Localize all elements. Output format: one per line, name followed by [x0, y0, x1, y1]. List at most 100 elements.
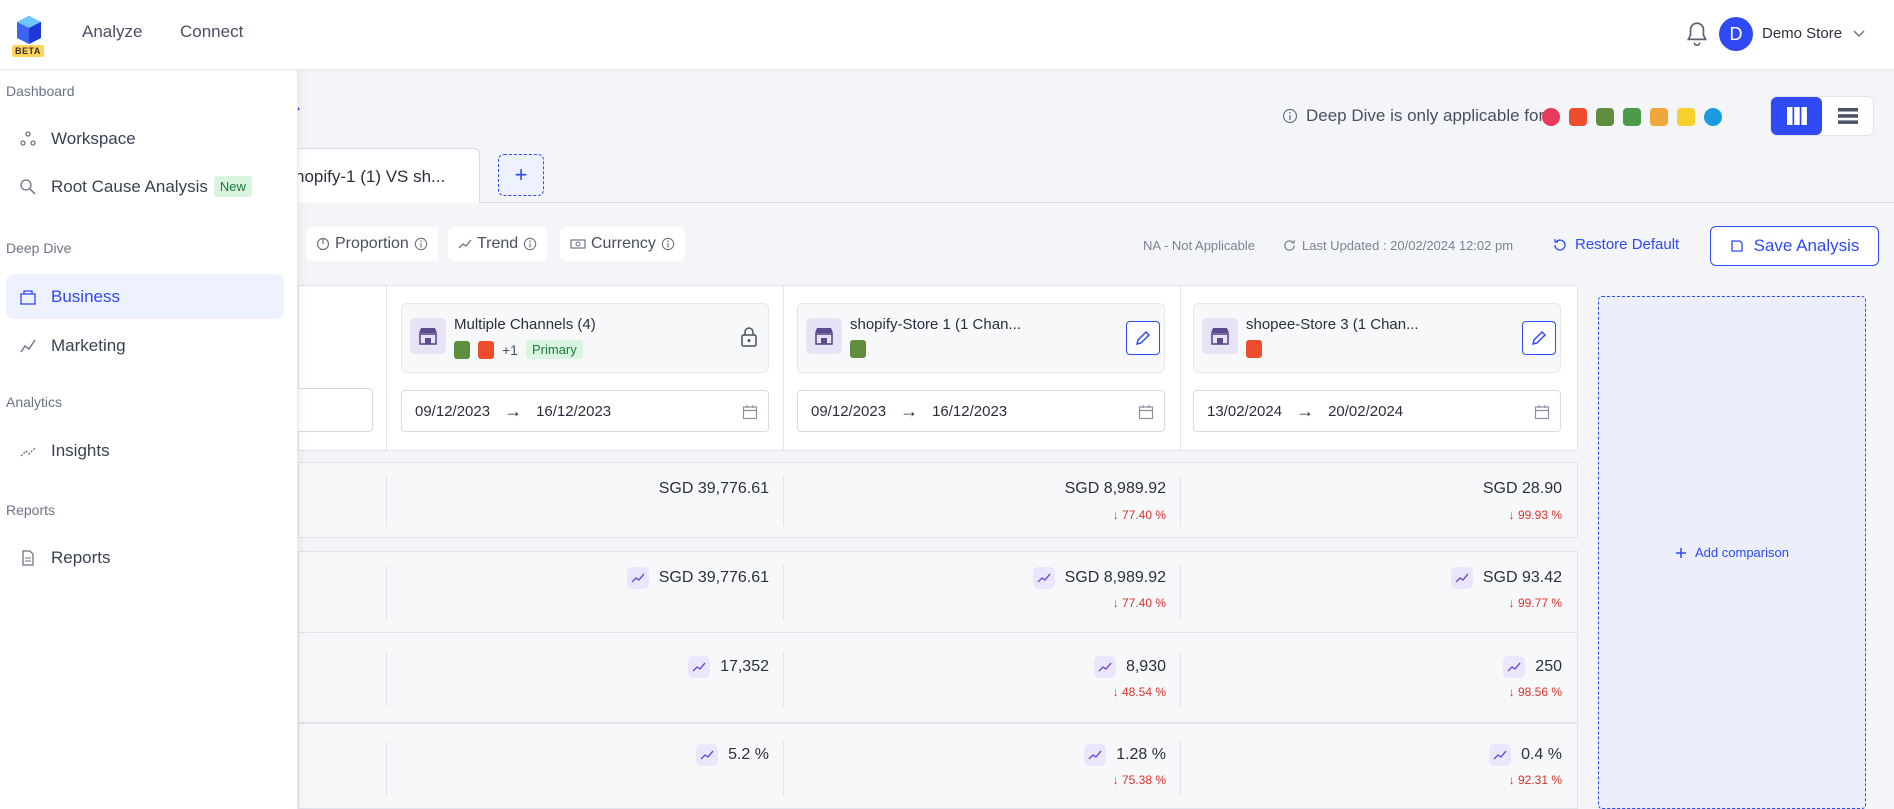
- trend-chart-icon[interactable]: [1093, 656, 1116, 678]
- trend-label: Trend: [477, 235, 519, 252]
- trend-chart-icon[interactable]: [1084, 744, 1107, 766]
- store-selector-label[interactable]: Demo Store: [1762, 25, 1843, 42]
- column-divider: [783, 476, 784, 526]
- metric-row: [298, 723, 1578, 809]
- sidebar-item-insights[interactable]: Insights: [6, 428, 284, 473]
- sidebar-section-deep-dive: Deep Dive: [6, 240, 72, 256]
- metric-value: 5.2 %: [569, 744, 769, 766]
- sidebar-section-dashboard: Dashboard: [6, 83, 75, 99]
- sidebar-item-label: Insights: [51, 440, 110, 460]
- lock-icon: [741, 327, 757, 347]
- metric-row: [298, 633, 1578, 723]
- add-comparison-button[interactable]: Add comparison: [1598, 296, 1866, 809]
- avatar[interactable]: D: [1719, 17, 1753, 51]
- platform-logo-icon: [1650, 108, 1668, 126]
- end-date: 16/12/2023: [932, 402, 1008, 420]
- date-arrow: →: [504, 400, 523, 421]
- save-analysis-button[interactable]: Save Analysis: [1710, 226, 1879, 266]
- date-range-picker[interactable]: 09/12/2023 → 16/12/2023: [797, 390, 1165, 432]
- trend-chart-icon[interactable]: [696, 744, 719, 766]
- row-view-button[interactable]: [1822, 97, 1873, 135]
- end-date: 20/02/2024: [1328, 402, 1404, 420]
- new-badge: New: [213, 176, 252, 197]
- store-icon: [806, 318, 842, 354]
- workspace-icon: [20, 130, 36, 146]
- trend-chart-icon[interactable]: [688, 656, 711, 678]
- column-divider: [386, 652, 387, 707]
- column-divider: [1180, 285, 1181, 451]
- currency-toggle[interactable]: Currency: [560, 227, 685, 261]
- sidebar-item-workspace[interactable]: Workspace: [6, 116, 284, 161]
- info-icon: [1282, 108, 1298, 124]
- sidebar-item-root-cause[interactable]: Root Cause Analysis New: [6, 164, 284, 209]
- metric-value: 250: [1362, 656, 1562, 678]
- column-view-button[interactable]: [1771, 97, 1822, 135]
- column-divider: [1180, 565, 1181, 620]
- store-card-primary[interactable]: Multiple Channels (4) +1 Primary: [401, 303, 769, 373]
- sidebar-section-reports: Reports: [6, 502, 56, 518]
- info-icon[interactable]: [661, 237, 675, 251]
- trend-chart-icon[interactable]: [1489, 744, 1512, 766]
- store-title: shopify-Store 1 (1 Chan...: [850, 316, 1021, 333]
- end-date: 16/12/2023: [536, 402, 612, 420]
- metric-value: SGD 39,776.61: [569, 567, 769, 589]
- store-card-shopify[interactable]: shopify-Store 1 (1 Chan...: [797, 303, 1165, 373]
- metric-value: SGD 93.42: [1362, 567, 1562, 589]
- tab-comparison[interactable]: hopify-1 (1) VS sh...: [280, 148, 480, 203]
- beta-badge: BETA: [12, 45, 44, 57]
- metric-value: SGD 28.90: [1482, 480, 1562, 497]
- bell-icon[interactable]: [1684, 20, 1710, 48]
- sidebar-item-marketing[interactable]: Marketing: [6, 323, 284, 368]
- sidebar-section-analytics: Analytics: [6, 394, 63, 410]
- nav-analyze[interactable]: Analyze: [82, 22, 143, 41]
- trend-toggle[interactable]: Trend: [448, 227, 548, 261]
- date-arrow: →: [1296, 400, 1315, 421]
- start-date: 13/02/2024: [1207, 402, 1283, 420]
- sidebar-item-label: Root Cause Analysis: [51, 176, 208, 196]
- metric-value: SGD 8,989.92: [1064, 480, 1166, 497]
- date-range-picker[interactable]: 09/12/2023 → 16/12/2023: [401, 390, 769, 432]
- tab-divider: [298, 202, 1894, 203]
- left-date-input-fragment[interactable]: [298, 388, 373, 432]
- trend-chart-icon[interactable]: [1450, 567, 1473, 589]
- trend-chart-icon[interactable]: [626, 567, 649, 589]
- business-icon: [20, 289, 36, 305]
- sidebar-item-reports[interactable]: Reports: [6, 535, 284, 580]
- pencil-icon: [1531, 330, 1547, 346]
- deep-dive-note: Deep Dive is only applicable for: [1282, 106, 1544, 126]
- column-divider: [783, 652, 784, 707]
- calendar-icon: [1138, 405, 1154, 420]
- currency-label: Currency: [591, 235, 656, 252]
- app-logo[interactable]: [14, 14, 44, 56]
- metric-row: [298, 551, 1578, 633]
- view-toggle: [1770, 96, 1874, 136]
- change-value: ↓ 98.56 %: [1508, 685, 1562, 699]
- edit-store-button[interactable]: [1126, 321, 1160, 355]
- na-legend: NA - Not Applicable: [1143, 238, 1256, 253]
- edit-store-button[interactable]: [1522, 321, 1556, 355]
- shopee-icon: [1246, 340, 1262, 358]
- calendar-icon: [1534, 405, 1550, 420]
- proportion-toggle[interactable]: Proportion: [306, 227, 438, 261]
- column-divider: [1180, 741, 1181, 796]
- money-icon: [570, 239, 586, 249]
- add-tab-button[interactable]: +: [498, 154, 544, 196]
- info-icon[interactable]: [414, 237, 428, 251]
- info-icon[interactable]: [523, 237, 537, 251]
- rows-icon: [1837, 108, 1858, 124]
- shopify-icon: [850, 340, 866, 358]
- change-value: ↓ 77.40 %: [1112, 508, 1166, 522]
- column-divider: [386, 565, 387, 620]
- store-card-shopee[interactable]: shopee-Store 3 (1 Chan...: [1193, 303, 1561, 373]
- date-range-picker[interactable]: 13/02/2024 → 20/02/2024: [1193, 390, 1561, 432]
- trend-chart-icon[interactable]: [1032, 567, 1055, 589]
- chevron-down-icon[interactable]: [1852, 26, 1866, 40]
- trend-chart-icon[interactable]: [1503, 656, 1526, 678]
- shopify-icon: [1596, 108, 1614, 126]
- shopee-icon: [1569, 108, 1587, 126]
- restore-default-button[interactable]: Restore Default: [1553, 236, 1679, 253]
- column-divider: [386, 741, 387, 796]
- nav-connect[interactable]: Connect: [180, 22, 244, 41]
- pie-icon: [316, 237, 330, 251]
- sidebar-item-business[interactable]: Business: [6, 274, 284, 319]
